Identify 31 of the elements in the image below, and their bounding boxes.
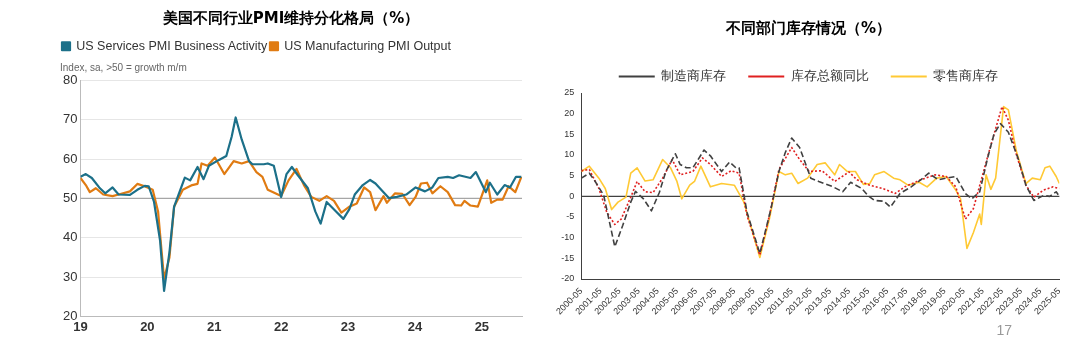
x-tick-label: 25	[474, 318, 490, 334]
y-tick-label: 10	[564, 149, 575, 160]
y-tick-label: -15	[561, 252, 575, 263]
y-tick-label: 40	[62, 229, 78, 245]
y-tick-label: 30	[62, 268, 78, 284]
y-tick-label: 25	[564, 87, 575, 98]
chart-subtitle: Index, sa, >50 = growth m/m	[60, 62, 187, 74]
x-tick-label: 24	[407, 318, 423, 334]
legend-label: US Manufacturing PMI Output	[284, 38, 452, 53]
y-tick-label: 70	[62, 111, 78, 127]
legend-label: 库存总额同比	[790, 67, 869, 83]
y-tick-label: 50	[62, 190, 78, 206]
x-tick-label: 22	[273, 318, 289, 334]
y-tick-label: -10	[561, 232, 575, 243]
legend-label: 制造商库存	[661, 67, 727, 83]
y-tick-label: 60	[62, 150, 78, 166]
text: 17	[996, 322, 1012, 338]
chart-title: 不同部门库存情况（%）	[724, 18, 892, 37]
x-tick-label: 23	[340, 318, 356, 334]
legend-label: 零售商库存	[933, 67, 999, 83]
y-tick-label: 80	[62, 72, 78, 88]
y-tick-label: -5	[566, 211, 575, 222]
y-tick-label: 15	[564, 128, 575, 139]
y-tick-label: 20	[564, 108, 575, 119]
chart-title: 美国不同行业PMI维持分化格局（%）	[161, 8, 420, 27]
y-tick-label: -20	[561, 273, 575, 284]
y-tick-label: 5	[569, 170, 575, 181]
y-tick-label: 0	[569, 190, 575, 201]
x-tick-label: 20	[140, 318, 155, 334]
x-tick-label: 21	[207, 318, 222, 334]
legend-label: US Services PMI Business Activity	[76, 38, 269, 53]
